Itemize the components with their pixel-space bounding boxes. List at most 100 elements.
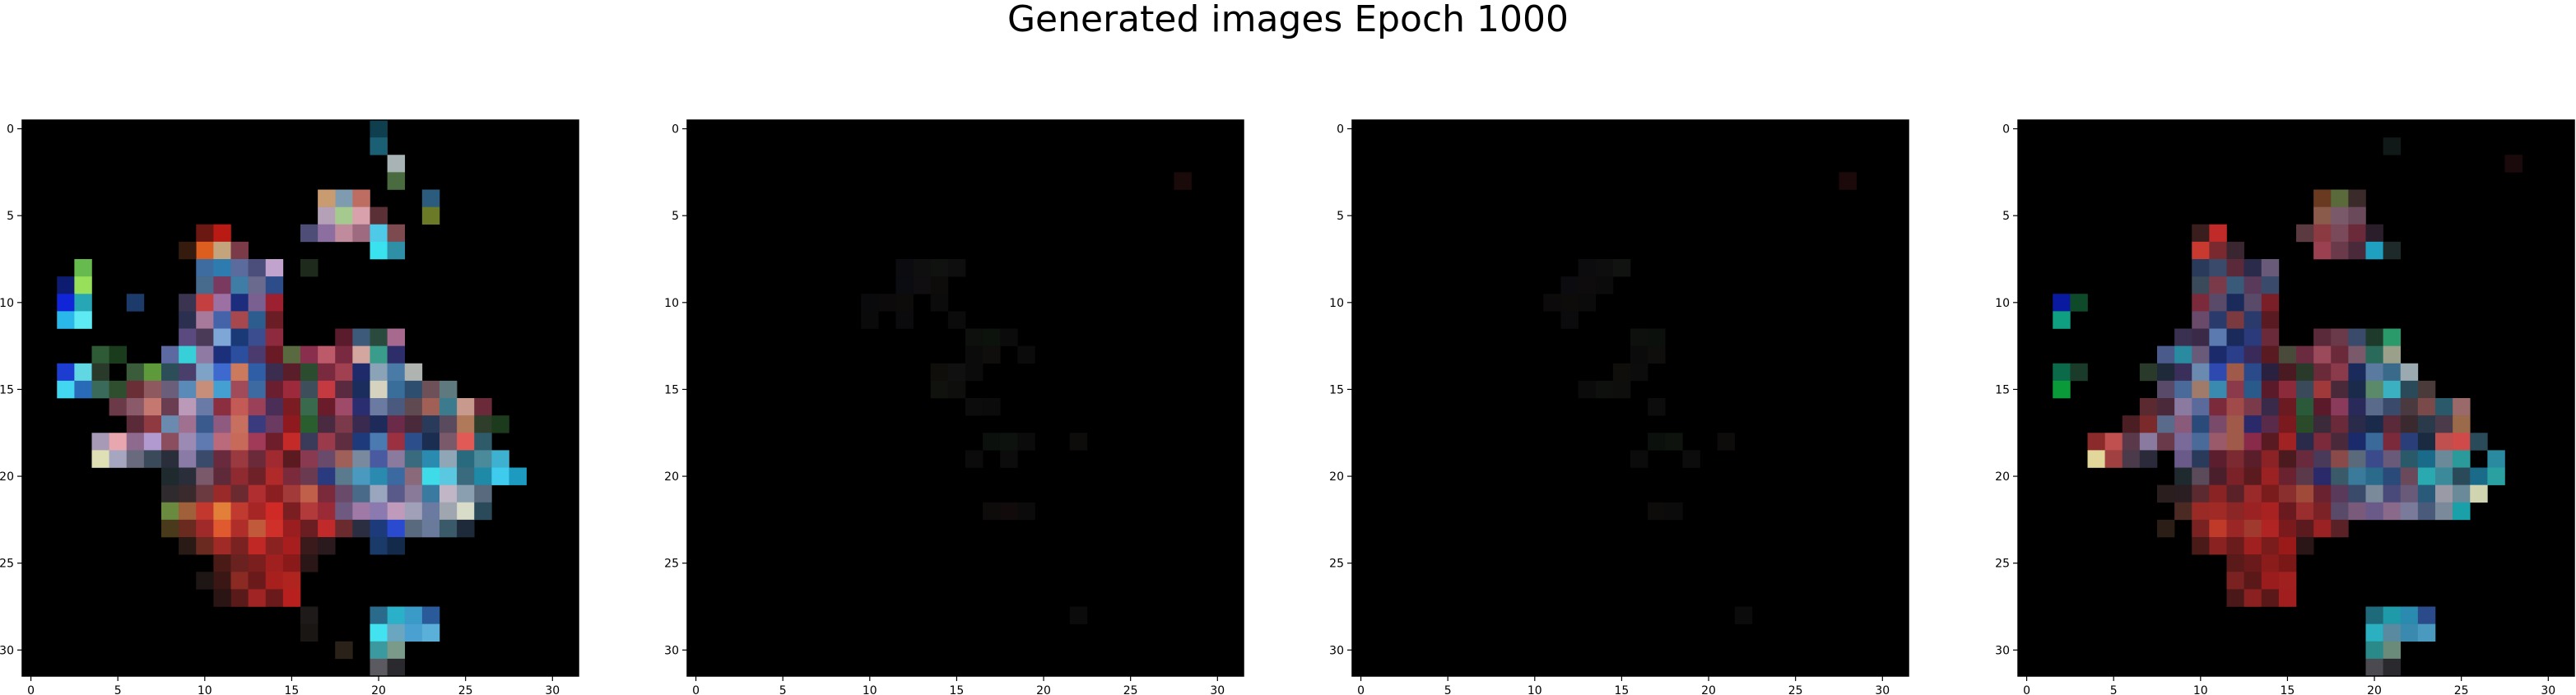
pixel-cell	[421, 206, 440, 225]
pixel-cell	[282, 380, 301, 399]
pixel-cell	[2244, 572, 2262, 590]
pixel-cell	[457, 415, 475, 433]
pixel-cell	[2313, 345, 2332, 364]
pixel-cell	[230, 294, 249, 312]
pixel-cell	[2383, 623, 2402, 642]
pixel-cell	[370, 328, 388, 346]
pixel-cell	[1000, 328, 1018, 346]
pixel-cell	[2261, 484, 2280, 503]
pixel-cell	[895, 276, 914, 294]
pixel-cell	[213, 484, 231, 503]
pixel-cell	[179, 502, 197, 521]
pixel-cell	[230, 467, 249, 485]
pixel-cell	[2313, 241, 2332, 260]
pixel-cell	[2261, 294, 2280, 312]
y-tick-label: 15	[1329, 383, 1344, 396]
pixel-cell	[387, 641, 406, 660]
pixel-cell	[126, 294, 145, 312]
pixel-cell	[2174, 328, 2192, 346]
pixel-cell	[404, 415, 423, 433]
pixel-cell	[404, 519, 423, 538]
pixel-cell	[2192, 502, 2210, 521]
pixel-cell	[1717, 433, 1736, 451]
pixel-cell	[2331, 450, 2349, 468]
pixel-cell	[2365, 241, 2383, 260]
pixel-cell	[2226, 241, 2244, 260]
pixel-cell	[2365, 328, 2383, 346]
pixel-cell	[196, 467, 214, 485]
pixel-cell	[2383, 363, 2402, 382]
pixel-cell	[2226, 398, 2244, 416]
pixel-cell	[439, 450, 458, 468]
pixel-cell	[335, 433, 353, 451]
pixel-cell	[57, 363, 75, 382]
pixel-cell	[2261, 450, 2280, 468]
pixel-cell	[2400, 606, 2419, 624]
pixel-cell	[265, 554, 284, 572]
x-tick-label: 25	[1788, 684, 1803, 695]
pixel-cell	[179, 380, 197, 399]
pixel-cell	[335, 502, 353, 521]
pixel-cell	[1665, 433, 1683, 451]
pixel-cell	[352, 415, 370, 433]
pixel-cell	[1630, 363, 1648, 382]
pixel-cell	[213, 433, 231, 451]
y-tick-label: 10	[1329, 297, 1344, 310]
pixel-cell	[300, 345, 319, 364]
pixel-cell	[2174, 345, 2192, 364]
pixel-cell	[370, 519, 388, 538]
heatmap-plot-2: 0 5 10 15 20 25 30 0 5 10 15 20 25 30	[664, 119, 1244, 695]
pixel-cell	[2417, 623, 2436, 642]
pixel-cell	[2470, 484, 2488, 503]
pixel-cell	[230, 450, 249, 468]
pixel-cell	[2383, 241, 2402, 260]
y-tick-label: 5	[2002, 210, 2010, 223]
pixel-cell	[282, 502, 301, 521]
pixel-cell	[895, 259, 914, 277]
pixel-cell	[2453, 415, 2471, 433]
pixel-cell	[318, 398, 336, 416]
pixel-cell	[2278, 380, 2297, 399]
pixel-cell	[370, 224, 388, 243]
pixel-cell	[196, 484, 214, 503]
pixel-cell	[370, 380, 388, 399]
pixel-cell	[179, 484, 197, 503]
pixel-cell	[126, 415, 145, 433]
pixel-cell	[2331, 502, 2349, 521]
pixel-cell	[2417, 450, 2436, 468]
pixel-cell	[404, 467, 423, 485]
pixel-cell	[387, 241, 406, 260]
pixel-cell	[318, 433, 336, 451]
pixel-cell	[91, 433, 109, 451]
pixel-cell	[335, 224, 353, 243]
pixel-cell	[126, 450, 145, 468]
pixel-cell	[387, 380, 406, 399]
heatmap-plot-1: 0 5 10 15 20 25 30 0 5 10 15 20 25 30	[0, 119, 579, 695]
pixel-cell	[282, 345, 301, 364]
pixel-cell	[421, 398, 440, 416]
pixel-cell	[2244, 415, 2262, 433]
pixel-cell	[213, 294, 231, 312]
pixel-cell	[2365, 502, 2383, 521]
pixel-cell	[2296, 450, 2314, 468]
pixel-cell	[2226, 328, 2244, 346]
pixel-cell	[2226, 345, 2244, 364]
y-tick-label: 5	[672, 210, 679, 223]
x-tick-label: 10	[1527, 684, 1542, 695]
pixel-cell	[91, 380, 109, 399]
axes-frame	[21, 119, 579, 677]
pixel-cell	[2278, 519, 2297, 538]
pixel-cell	[2174, 484, 2192, 503]
pixel-cell	[2244, 345, 2262, 364]
x-tick-label: 20	[1701, 684, 1716, 695]
pixel-cell	[2453, 450, 2471, 468]
pixel-cell	[196, 345, 214, 364]
pixel-cell	[143, 380, 162, 399]
pixel-cell	[230, 398, 249, 416]
pixel-cell	[248, 554, 267, 572]
pixel-cell	[213, 450, 231, 468]
pixel-cell	[282, 484, 301, 503]
pixel-cell	[282, 572, 301, 590]
pixel-cell	[2226, 450, 2244, 468]
pixel-cell	[248, 433, 267, 451]
